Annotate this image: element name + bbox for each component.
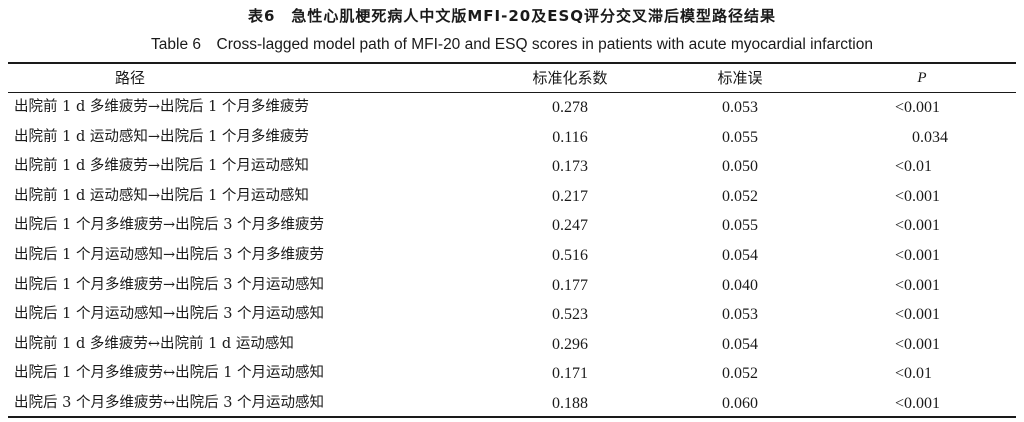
coefficient-cell: 0.247 [552,217,588,235]
table-body: 出院前 1 d 多维疲劳→出院后 1 个月多维疲劳 0.278 0.053 <0… [0,93,1024,419]
table-header-rule [8,92,1016,93]
path-cell: 出院后 1 个月多维疲劳→出院后 3 个月运动感知 [14,276,325,293]
coefficient-cell: 0.171 [552,365,588,383]
column-header-path: 路径 [114,69,145,87]
column-header-standardized-coefficient: 标准化系数 [532,69,608,87]
p-value-cell: <0.01 [895,158,933,176]
coefficient-cell: 0.523 [552,306,588,324]
path-cell: 出院前 1 d 运动感知→出院后 1 个月多维疲劳 [14,128,309,145]
p-value-cell: <0.001 [895,335,941,353]
path-cell: 出院后 1 个月多维疲劳↔出院后 1 个月运动感知 [14,365,325,382]
coefficient-cell: 0.173 [552,158,588,176]
column-header-p-value: P [917,70,927,86]
standard-error-cell: 0.052 [722,365,758,383]
coefficient-cell: 0.217 [552,187,588,205]
path-cell: 出院前 1 d 多维疲劳↔出院前 1 d 运动感知 [14,335,294,352]
column-header-standard-error: 标准误 [717,69,763,87]
path-cell: 出院后 1 个月多维疲劳→出院后 3 个月多维疲劳 [14,217,325,234]
coefficient-cell: 0.278 [552,99,588,116]
table-row: 出院前 1 d 运动感知→出院后 1 个月运动感知 0.217 0.052 <0… [0,182,1024,212]
standard-error-cell: 0.054 [722,246,758,264]
standard-error-cell: 0.060 [722,394,758,412]
table-row: 出院后 1 个月运动感知→出院后 3 个月多维疲劳 0.516 0.054 <0… [0,241,1024,271]
p-value-cell: <0.001 [895,306,941,324]
path-cell: 出院后 1 个月运动感知→出院后 3 个月多维疲劳 [14,246,325,263]
standard-error-cell: 0.054 [722,335,758,353]
table-row: 出院后 1 个月多维疲劳→出院后 3 个月多维疲劳 0.247 0.055 <0… [0,211,1024,241]
coefficient-cell: 0.116 [552,128,588,146]
standard-error-cell: 0.053 [722,99,758,116]
table-row: 出院后 1 个月多维疲劳↔出院后 1 个月运动感知 0.171 0.052 <0… [0,359,1024,389]
standard-error-cell: 0.040 [722,276,758,294]
p-value-cell: <0.01 [895,365,933,383]
table-row: 出院后 3 个月多维疲劳↔出院后 3 个月运动感知 0.188 0.060 <0… [0,389,1024,419]
table-bottom-rule [8,416,1016,418]
path-cell: 出院前 1 d 运动感知→出院后 1 个月运动感知 [14,187,309,204]
table-row: 出院后 1 个月多维疲劳→出院后 3 个月运动感知 0.177 0.040 <0… [0,271,1024,301]
standard-error-cell: 0.055 [722,217,758,235]
p-value-cell: <0.001 [895,217,941,235]
coefficient-cell: 0.188 [552,394,588,412]
p-value-cell: <0.001 [895,187,941,205]
standard-error-cell: 0.055 [722,128,758,146]
path-cell: 出院前 1 d 多维疲劳→出院后 1 个月多维疲劳 [14,99,309,115]
coefficient-cell: 0.177 [552,276,588,294]
table-row: 出院前 1 d 运动感知→出院后 1 个月多维疲劳 0.116 0.055 0.… [0,123,1024,153]
table-row: 出院前 1 d 多维疲劳↔出院前 1 d 运动感知 0.296 0.054 <0… [0,330,1024,360]
standard-error-cell: 0.053 [722,306,758,324]
coefficient-cell: 0.516 [552,246,588,264]
p-value-cell: <0.001 [895,394,941,412]
table-top-rule [8,62,1016,64]
table-caption-english: Table 6 Cross-lagged model path of MFI-2… [151,36,873,53]
path-cell: 出院后 3 个月多维疲劳↔出院后 3 个月运动感知 [14,394,325,411]
p-value-cell: <0.001 [895,276,941,294]
coefficient-cell: 0.296 [552,335,588,353]
table-row: 出院前 1 d 多维疲劳→出院后 1 个月运动感知 0.173 0.050 <0… [0,152,1024,182]
standard-error-cell: 0.052 [722,187,758,205]
path-cell: 出院前 1 d 多维疲劳→出院后 1 个月运动感知 [14,158,309,175]
path-cell: 出院后 1 个月运动感知→出院后 3 个月运动感知 [14,306,325,323]
standard-error-cell: 0.050 [722,158,758,176]
p-value-cell: 0.034 [912,128,948,146]
p-value-cell: <0.001 [895,99,941,116]
table-row: 出院后 1 个月运动感知→出院后 3 个月运动感知 0.523 0.053 <0… [0,300,1024,330]
table-row: 出院前 1 d 多维疲劳→出院后 1 个月多维疲劳 0.278 0.053 <0… [0,93,1024,123]
table-caption-chinese: 表6 急性心肌梗死病人中文版MFI-20及ESQ评分交叉滞后模型路径结果 [247,7,777,25]
p-value-cell: <0.001 [895,246,941,264]
